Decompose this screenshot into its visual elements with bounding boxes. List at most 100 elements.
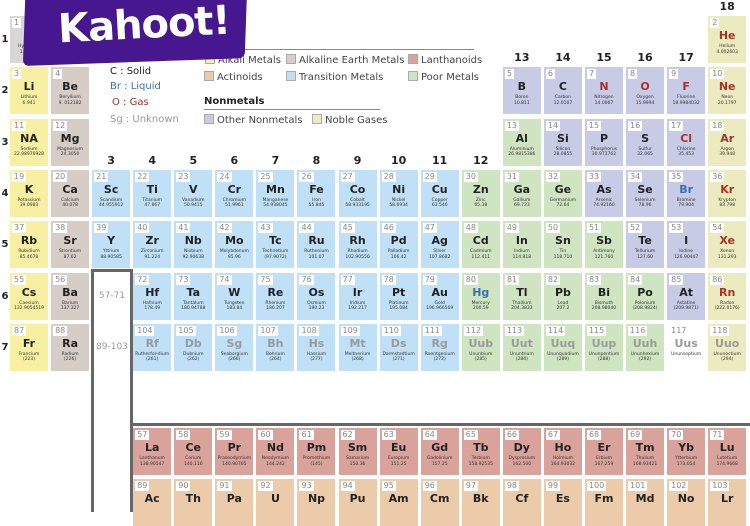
element-cell[interactable]: 12 Mg Magnesium 24.3050 — [51, 118, 90, 166]
element-cell[interactable]: 34 Se Selenium 78.96 — [626, 169, 665, 217]
element-cell[interactable]: 6 C Carbon 12.0107 — [543, 67, 582, 115]
element-cell[interactable]: 31 Ga Gallium 69.723 — [502, 169, 541, 217]
element-cell[interactable]: 107 Bh Bohrium (264) — [256, 323, 295, 371]
element-cell[interactable]: 14 Si Silicon 28.0855 — [543, 118, 582, 166]
element-cell[interactable]: 53 I Iodine 126.90447 — [667, 221, 706, 269]
element-cell[interactable]: 103 Lr — [708, 479, 747, 526]
element-cell[interactable]: 27 Co Cobalt 58.933195 — [338, 169, 377, 217]
element-cell[interactable]: 112 Uub Ununbium (285) — [461, 323, 500, 371]
element-cell[interactable]: 77 Ir Iridium 192.217 — [338, 272, 377, 320]
element-cell[interactable]: 43 Tc Technetium (97.9072) — [256, 221, 295, 269]
element-cell[interactable]: 52 Te Tellurium 127.60 — [626, 221, 665, 269]
element-cell[interactable]: 35 Br Bromine 79.904 — [667, 169, 706, 217]
element-cell[interactable]: 51 Sb Antimony 121.760 — [584, 221, 623, 269]
element-cell[interactable]: 108 Hs Hassium (277) — [297, 323, 336, 371]
element-cell[interactable]: 81 Tl Thallium 204.3833 — [502, 272, 541, 320]
element-cell[interactable]: 59 Pr Praseodymium 140.90765 — [215, 428, 254, 475]
element-cell[interactable]: 70 Yb Ytterbium 173.054 — [667, 428, 706, 475]
element-cell[interactable]: 13 Al Aluminium 26.9815386 — [502, 118, 541, 166]
element-cell[interactable]: 10 Ne Neon 20.1797 — [708, 67, 747, 115]
element-cell[interactable]: 78 Pt Platinum 195.084 — [379, 272, 418, 320]
element-cell[interactable]: 42 Mo Molybdenum 95.96 — [215, 221, 254, 269]
element-cell[interactable]: 47 Ag Silver 107.8682 — [420, 221, 459, 269]
element-cell[interactable]: 30 Zn Zinc 65.38 — [461, 169, 500, 217]
element-cell[interactable]: 23 V Vanadium 50.9415 — [174, 169, 213, 217]
element-cell[interactable]: 118 Uuo Ununoctium (294) — [708, 323, 747, 371]
element-cell[interactable]: 69 Tm Thulium 168.93421 — [626, 428, 665, 475]
element-cell[interactable]: 72 Hf Hafnium 178.49 — [133, 272, 172, 320]
element-cell[interactable]: 84 Po Polonium (208.9824) — [626, 272, 665, 320]
element-cell[interactable]: 37 Rb Rubidium 85.4678 — [10, 221, 48, 269]
element-cell[interactable]: 39 Y Yttrium 88.90585 — [92, 221, 131, 269]
element-cell[interactable]: 58 Ce Cerium 140.116 — [174, 428, 213, 475]
element-cell[interactable]: 63 Eu Europium 151.25 — [379, 428, 418, 475]
element-cell[interactable]: 83 Bi Bismuth 208.98040 — [584, 272, 623, 320]
element-cell[interactable]: 80 Hg Mercury 200.59 — [461, 272, 500, 320]
element-cell[interactable]: 114 Uuq Ununquadium (289) — [543, 323, 582, 371]
element-cell[interactable]: 60 Nd Neodymium 144.242 — [256, 428, 295, 475]
element-cell[interactable]: 116 Uuh Ununhexium (292) — [626, 323, 665, 371]
element-cell[interactable]: 86 Rn Radon (222.0176) — [708, 272, 747, 320]
element-cell[interactable]: 92 U — [256, 479, 295, 526]
element-cell[interactable]: 115 Uup Ununpentium (288) — [584, 323, 623, 371]
element-cell[interactable]: 89 Ac — [133, 479, 172, 526]
element-cell[interactable]: 45 Rh Rhodium 102.90550 — [338, 221, 377, 269]
element-cell[interactable]: 104 Rf Rutherfor-dium (261) — [133, 323, 172, 371]
element-cell[interactable]: 93 Np — [297, 479, 336, 526]
element-cell[interactable]: 20 Ca Calcium 40.078 — [51, 169, 90, 217]
element-cell[interactable]: 3 Li Lithium 6.941 — [10, 67, 48, 115]
element-cell[interactable]: 62 Sm Samarium 150.36 — [338, 428, 377, 475]
element-cell[interactable]: 66 Dy Dysprosium 162.500 — [502, 428, 541, 475]
element-cell[interactable]: 29 Cu Copper 63.546 — [420, 169, 459, 217]
element-cell[interactable]: 2 He Helium 4.002603 — [708, 16, 747, 63]
element-cell[interactable]: 65 Tb Terbium 158.92535 — [461, 428, 500, 475]
element-cell[interactable]: 5 B Boron 10.811 — [502, 67, 541, 115]
element-cell[interactable]: 36 Kr Krypton 83.798 — [708, 169, 747, 217]
element-cell[interactable]: 44 Ru Ruthenium 101.07 — [297, 221, 336, 269]
element-cell[interactable]: 9 F Fluorine 18.9984032 — [667, 67, 706, 115]
element-cell[interactable]: 73 Ta Tantalum 180.94788 — [174, 272, 213, 320]
element-cell[interactable]: 67 Ho Holmium 164.93032 — [543, 428, 582, 475]
element-cell[interactable]: 21 Sc Scandium 44.955912 — [92, 169, 131, 217]
element-cell[interactable]: 15 P Phosphorus 30.973762 — [584, 118, 623, 166]
element-cell[interactable]: 48 Cd Cadmium 112.411 — [461, 221, 500, 269]
element-cell[interactable]: 32 Ge Germanium 72.64 — [543, 169, 582, 217]
element-cell[interactable]: 71 Lu Lutetium 174.9668 — [708, 428, 747, 475]
element-cell[interactable]: 68 Er Erbium 167.259 — [584, 428, 623, 475]
element-cell[interactable]: 41 Nb Niobium 92.90638 — [174, 221, 213, 269]
element-cell[interactable]: 95 Am — [379, 479, 418, 526]
element-cell[interactable]: 110 Ds Darmstadtium (271) — [379, 323, 418, 371]
element-cell[interactable]: 90 Th — [174, 479, 213, 526]
element-cell[interactable]: 96 Cm — [420, 479, 459, 526]
element-cell[interactable]: 82 Pb Lead 207.2 — [543, 272, 582, 320]
element-cell[interactable]: 85 At Astatine (209.9871) — [667, 272, 706, 320]
element-cell[interactable]: 56 Ba Barium 137.327 — [51, 272, 90, 320]
element-cell[interactable]: 113 Uut Ununtrium (284) — [502, 323, 541, 371]
element-cell[interactable]: 99 Es — [543, 479, 582, 526]
element-cell[interactable]: 11 NA Sodium 22.98976928 — [10, 118, 48, 166]
element-cell[interactable]: 117 Uus Ununseptium — [667, 323, 706, 371]
element-cell[interactable]: 16 S Sulfur 32.065 — [626, 118, 665, 166]
element-cell[interactable]: 26 Fe Iron 55.845 — [297, 169, 336, 217]
element-cell[interactable]: 97 Bk — [461, 479, 500, 526]
element-cell[interactable]: 24 Cr Chromium 51.9961 — [215, 169, 254, 217]
element-cell[interactable]: 98 Cf — [502, 479, 541, 526]
element-cell[interactable]: 102 No — [667, 479, 706, 526]
element-cell[interactable]: 28 Ni Nickel 58.6934 — [379, 169, 418, 217]
element-cell[interactable]: 101 Md — [626, 479, 665, 526]
element-cell[interactable]: 94 Pu — [338, 479, 377, 526]
element-cell[interactable]: 100 Fm — [584, 479, 623, 526]
element-cell[interactable]: 87 Fr Francium (223) — [10, 323, 48, 371]
element-cell[interactable]: 105 Db Dubnium (262) — [174, 323, 213, 371]
element-cell[interactable]: 22 Ti Titanium 47.867 — [133, 169, 172, 217]
element-cell[interactable]: 17 Cl Chlorine 35.453 — [667, 118, 706, 166]
element-cell[interactable]: 88 Ra Radium (226) — [51, 323, 90, 371]
element-cell[interactable]: 91 Pa — [215, 479, 254, 526]
element-cell[interactable]: 76 Os Osmium 190.23 — [297, 272, 336, 320]
element-cell[interactable]: 106 Sg Seaborgium (266) — [215, 323, 254, 371]
element-cell[interactable]: 7 N Nitrogen 14.0067 — [584, 67, 623, 115]
element-cell[interactable]: 54 Xe Xenon 131.293 — [708, 221, 747, 269]
element-cell[interactable]: 38 Sr Strontium 87.62 — [51, 221, 90, 269]
element-cell[interactable]: 61 Pm Promethium (145) — [297, 428, 336, 475]
element-cell[interactable]: 4 Be Beryllium 9. 012182 — [51, 67, 90, 115]
